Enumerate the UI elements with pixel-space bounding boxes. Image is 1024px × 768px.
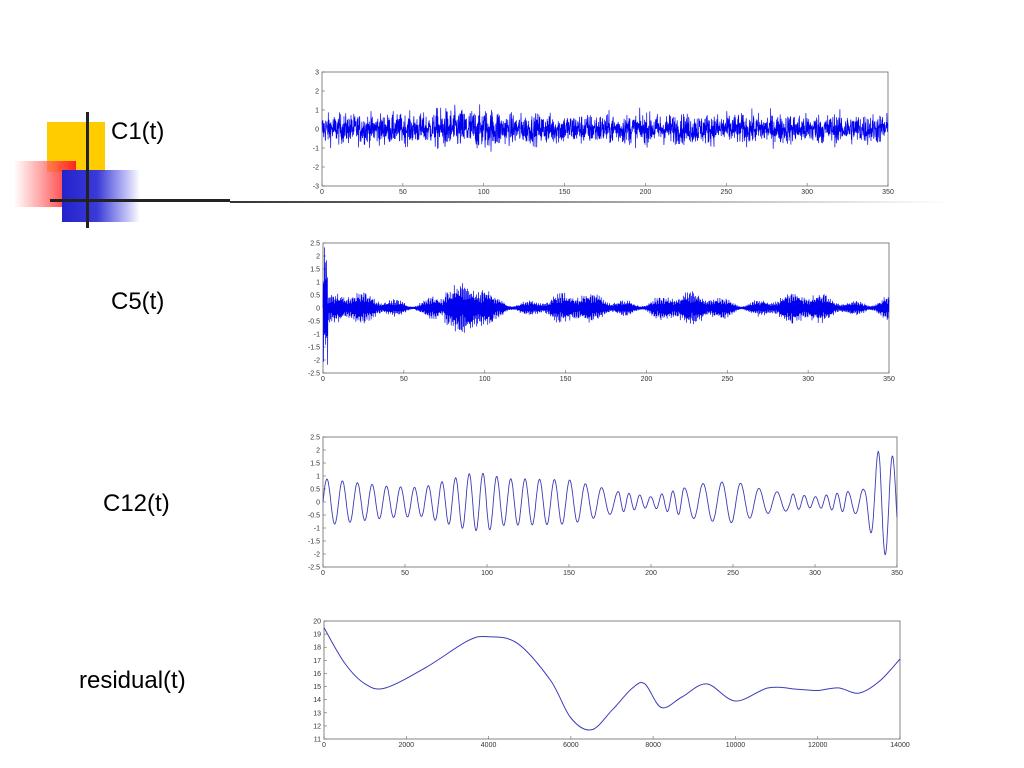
y-tick-label: 18 [313,645,321,652]
y-tick-label: -1 [314,526,320,533]
x-tick-label: 250 [720,189,732,196]
x-tick-label: 150 [559,189,571,196]
y-tick-label: 2 [315,89,319,96]
y-tick-label: 19 [313,632,321,639]
x-tick-label: 200 [645,570,657,577]
y-tick-label: 0 [316,306,320,313]
series-line [321,104,889,152]
x-tick-label: 4000 [481,742,497,749]
x-tick-label: 50 [401,570,409,577]
label-c5: C5(t) [111,288,165,315]
x-tick-label: 50 [400,376,408,382]
y-tick-label: -2 [314,358,320,365]
y-tick-label: 1.5 [310,267,320,274]
y-tick-label: -3 [313,184,319,191]
x-tick-label: 250 [721,376,733,382]
chart-c1: 0 50 100 150 200 250 300 350 -3 -2 -1 0 1 2 3 [313,70,894,197]
plot-frame [323,620,901,740]
x-tick-label: 150 [560,376,572,382]
y-tick-label: 1 [316,280,320,287]
x-tick-label: 300 [809,570,821,577]
series-line [322,247,890,365]
series-line [322,450,898,556]
y-tick-label: -1 [313,146,319,153]
x-tick-label: 300 [802,376,814,382]
y-tick-label: 2.5 [310,241,320,248]
x-tick-label: 50 [399,189,407,196]
y-tick-label: 1 [315,108,319,115]
x-tick-label: 200 [641,376,653,382]
x-tick-label: 14000 [890,742,910,749]
x-tick-label: 300 [801,189,813,196]
x-tick-label: 350 [891,570,903,577]
chart-residual: 0 2000 4000 6000 8000 10000 12000 14000 11 12 13 14… [313,619,910,750]
x-tick-label: 250 [727,570,739,577]
x-tick-label: 0 [320,189,324,196]
x-tick-label: 100 [481,570,493,577]
x-tick-label: 0 [321,570,325,577]
y-tick-label: 20 [313,619,321,626]
y-tick-label: -2 [314,552,320,559]
y-tick-label: -0.5 [308,513,320,520]
x-tick-label: 12000 [808,742,828,749]
chart-c12: 0 50 100 150 200 250 300 350 -2.5 -2 -1.5 -1 -0.5 0 0.… [308,435,903,578]
y-tick-label: 2 [316,254,320,261]
x-tick-label: 100 [479,376,491,382]
decor-fading-rule [230,201,950,203]
chart-c5: 0 50 100 150 200 250 300 350 -2.5 -2 -1.5 -1 -0.5 0 0.… [308,241,895,383]
y-tick-label: 12 [313,723,321,730]
y-tick-label: 1 [316,474,320,481]
label-c12: C12(t) [103,490,170,517]
y-tick-label: 2.5 [310,435,320,442]
x-tick-label: 6000 [563,742,579,749]
y-tick-label: 11 [314,737,321,744]
x-tick-label: 100 [478,189,490,196]
y-tick-label: 16 [313,671,321,678]
x-tick-label: 8000 [645,742,661,749]
decor-blue-square [62,170,140,222]
x-tick-label: 150 [563,570,575,577]
y-tick-label: 0.5 [310,487,320,494]
y-tick-label: 0 [315,127,319,134]
y-tick-label: 14 [313,697,321,704]
y-tick-label: -2.5 [308,371,320,378]
y-tick-label: 2 [316,448,320,455]
y-tick-label: 0 [316,500,320,507]
y-tick-label: -1.5 [308,539,320,546]
x-tick-label: 2000 [398,742,414,749]
plot-frame [322,436,898,568]
label-residual: residual(t) [79,667,186,694]
x-tick-label: 0 [321,376,325,382]
x-tick-label: 350 [883,376,895,382]
y-tick-label: -1.5 [308,345,320,352]
series-line [323,627,901,731]
y-tick-label: 15 [313,684,321,691]
x-tick-label: 200 [640,189,652,196]
decor-vertical-line [86,112,89,228]
y-tick-label: 1.5 [310,461,320,468]
y-tick-label: 3 [315,70,319,77]
x-tick-label: 0 [322,742,326,749]
y-tick-label: -2 [313,165,319,172]
y-tick-label: 0.5 [310,293,320,300]
x-tick-label: 10000 [726,742,746,749]
y-tick-label: -0.5 [308,319,320,326]
y-tick-label: 13 [313,710,321,717]
label-c1: C1(t) [111,118,165,145]
y-tick-label: -1 [314,332,320,339]
x-tick-label: 350 [882,189,894,196]
decor-horizontal-line [50,199,230,202]
y-tick-label: 17 [313,658,321,665]
y-tick-label: -2.5 [308,565,320,572]
